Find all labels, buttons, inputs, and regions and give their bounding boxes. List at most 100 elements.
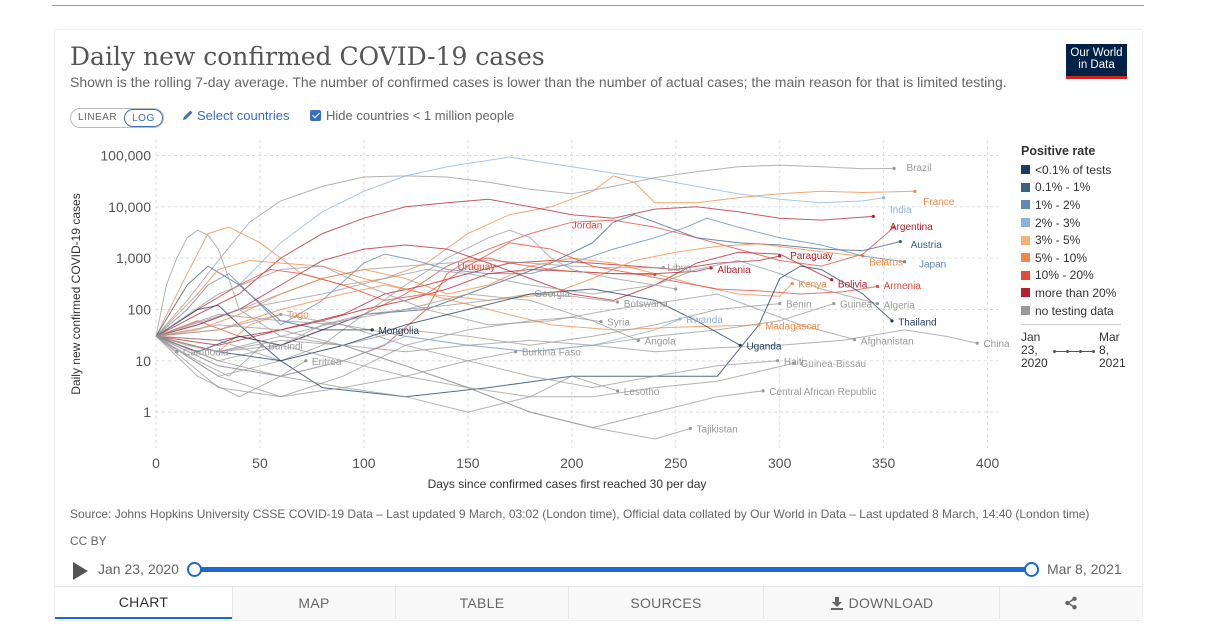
series-end-point[interactable] xyxy=(636,338,640,342)
series-label[interactable]: Argentina xyxy=(890,222,933,233)
legend-item[interactable]: no testing data xyxy=(1021,302,1136,320)
series-end-point[interactable] xyxy=(875,284,880,289)
series-label[interactable]: Burundi xyxy=(268,341,302,352)
hide-small-toggle[interactable]: Hide countries < 1 million people xyxy=(310,108,514,123)
series-line[interactable] xyxy=(155,267,712,341)
tab-sources[interactable]: SOURCES xyxy=(568,587,763,619)
series-end-point[interactable] xyxy=(778,254,782,258)
series-line[interactable] xyxy=(155,156,884,337)
series-label[interactable]: Lesotho xyxy=(624,387,660,398)
series-line[interactable] xyxy=(155,175,915,337)
series-end-point[interactable] xyxy=(875,302,880,306)
series-end-point[interactable] xyxy=(832,302,836,306)
series-end-point[interactable] xyxy=(661,266,665,270)
timeline-end-handle[interactable] xyxy=(1024,562,1039,577)
series-label[interactable]: Libya xyxy=(667,263,691,274)
series-end-point[interactable] xyxy=(175,350,179,354)
series-end-point[interactable] xyxy=(674,287,678,291)
series-line[interactable] xyxy=(155,284,759,337)
series-line[interactable] xyxy=(155,242,878,337)
series-line[interactable] xyxy=(155,244,832,337)
series-label[interactable]: Rwanda xyxy=(686,315,723,326)
series-label[interactable]: Togo xyxy=(287,310,309,321)
series-line[interactable] xyxy=(155,318,681,377)
series-line[interactable] xyxy=(155,303,780,377)
series-line[interactable] xyxy=(155,265,855,340)
series-end-point[interactable] xyxy=(898,239,902,244)
series-label[interactable]: Botswana xyxy=(624,299,668,310)
series-label[interactable]: Brazil xyxy=(907,163,932,174)
tab-map[interactable]: MAP xyxy=(232,587,395,619)
series-end-point[interactable] xyxy=(778,302,782,306)
legend-item[interactable]: <0.1% of tests xyxy=(1021,161,1136,179)
series-label[interactable]: Thailand xyxy=(898,318,936,329)
linear-button[interactable]: LINEAR xyxy=(78,112,118,123)
series-line[interactable] xyxy=(155,329,373,353)
play-icon[interactable] xyxy=(73,562,88,580)
series-label[interactable]: Guinea xyxy=(840,300,873,311)
series-end-point[interactable] xyxy=(882,196,886,200)
series-end-point[interactable] xyxy=(653,272,657,277)
select-countries-link[interactable]: Select countries xyxy=(182,108,290,123)
series-label[interactable]: Bolivia xyxy=(838,280,868,291)
series-line[interactable] xyxy=(155,293,639,353)
series-end-point[interactable] xyxy=(892,166,896,170)
series-label[interactable]: Belarus xyxy=(869,258,903,269)
series-line[interactable] xyxy=(155,335,618,413)
series-label[interactable]: Japan xyxy=(919,260,946,271)
series-label[interactable]: Jordan xyxy=(572,221,603,232)
series-label[interactable]: Afghanistan xyxy=(861,336,914,347)
series-end-point[interactable] xyxy=(792,361,796,365)
series-label[interactable]: Syria xyxy=(607,318,630,329)
timeline-track[interactable] xyxy=(194,567,1032,572)
series-label[interactable]: Benin xyxy=(786,300,812,311)
series-end-point[interactable] xyxy=(761,389,765,393)
series-end-point[interactable] xyxy=(688,426,692,431)
legend-item[interactable]: more than 20% xyxy=(1021,284,1136,302)
series-label[interactable]: Paraguay xyxy=(790,251,833,262)
legend-item[interactable]: 5% - 10% xyxy=(1021,249,1136,267)
series-label[interactable]: India xyxy=(890,205,912,216)
series-label[interactable]: Haiti xyxy=(784,357,804,368)
series-end-point[interactable] xyxy=(757,323,761,327)
series-line[interactable] xyxy=(155,313,778,389)
series-label[interactable]: Kenya xyxy=(798,280,827,291)
series-label[interactable]: Guinea-Bissau xyxy=(800,359,866,370)
series-label[interactable]: Uganda xyxy=(746,341,781,352)
series-end-point[interactable] xyxy=(975,341,979,345)
series-end-point[interactable] xyxy=(738,343,742,347)
series-end-point[interactable] xyxy=(615,389,620,393)
series-line[interactable] xyxy=(155,324,691,440)
series-label[interactable]: Central African Republic xyxy=(769,387,876,398)
legend-item[interactable]: 3% - 5% xyxy=(1021,231,1136,249)
legend-item[interactable]: 1% - 2% xyxy=(1021,196,1136,214)
series-line[interactable] xyxy=(155,259,878,337)
series-label[interactable]: Mongolia xyxy=(378,326,419,337)
series-end-point[interactable] xyxy=(615,300,620,304)
series-label[interactable]: Madagascar xyxy=(765,321,821,332)
series-label[interactable]: Austria xyxy=(911,240,943,251)
tab-table[interactable]: TABLE xyxy=(395,587,568,619)
series-label[interactable]: Burkina Faso xyxy=(522,348,581,359)
series-end-point[interactable] xyxy=(514,350,518,354)
series-line[interactable] xyxy=(155,198,874,337)
timeline-start-handle[interactable] xyxy=(187,562,202,577)
series-end-point[interactable] xyxy=(871,214,875,218)
series-end-point[interactable] xyxy=(304,359,308,363)
series-end-point[interactable] xyxy=(830,278,834,282)
series-label[interactable]: Eritrea xyxy=(312,357,342,368)
tab-download[interactable]: DOWNLOAD xyxy=(763,587,999,619)
series-end-point[interactable] xyxy=(678,317,682,321)
legend-item[interactable]: 10% - 20% xyxy=(1021,267,1136,285)
series-line[interactable] xyxy=(155,288,741,362)
tab-chart[interactable]: CHART xyxy=(55,587,232,619)
series-line[interactable] xyxy=(155,335,306,398)
legend-item[interactable]: 0.1% - 1% xyxy=(1021,179,1136,197)
owid-logo[interactable]: Our World in Data xyxy=(1066,44,1127,79)
series-line[interactable] xyxy=(155,164,895,337)
series-line[interactable] xyxy=(155,335,263,377)
series-end-point[interactable] xyxy=(913,189,917,193)
hide-small-checkbox[interactable] xyxy=(310,110,321,121)
series-label[interactable]: Angola xyxy=(645,336,677,347)
series-label[interactable]: Armenia xyxy=(884,281,922,292)
